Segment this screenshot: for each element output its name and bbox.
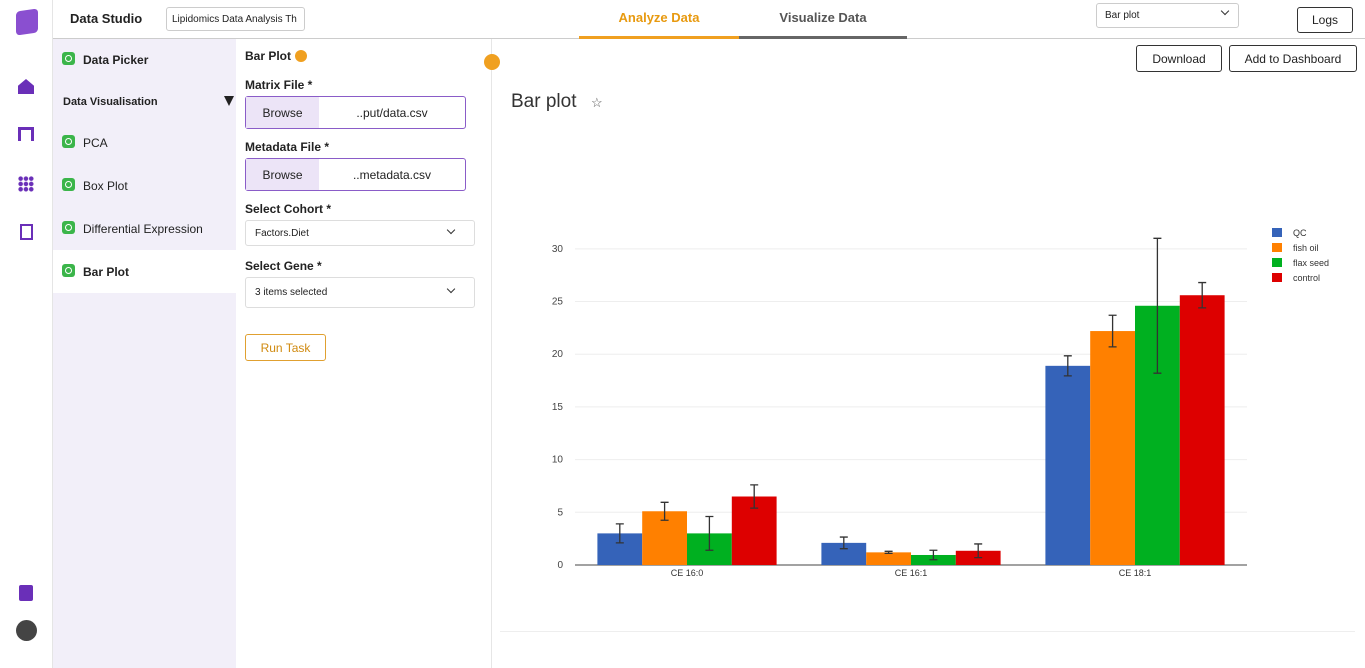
download-button[interactable]: Download [1136, 45, 1222, 72]
bar [1179, 295, 1225, 565]
legend-label: flax seed [1293, 258, 1329, 268]
error-bar [1108, 314, 1117, 348]
sidebar-item[interactable]: Differential Expression [53, 207, 266, 250]
star-icon[interactable]: ☆ [591, 95, 603, 110]
browse-button[interactable]: Browse [246, 97, 319, 128]
file-input[interactable]: Browse ..put/data.csv [245, 96, 466, 129]
sidebar-item[interactable]: Bar Plot [53, 250, 266, 293]
sidebar-label: Box Plot [83, 178, 128, 193]
field-label: Select Cohort * [245, 202, 332, 216]
separator [500, 631, 1355, 632]
legend-swatch [1272, 228, 1282, 237]
y-tick-label: 30 [552, 244, 564, 255]
app-title: Data Studio [70, 11, 143, 26]
sidebar-label: Differential Expression [83, 221, 203, 236]
legend-swatch [1272, 273, 1282, 282]
apps-icon[interactable] [18, 176, 34, 192]
y-tick-label: 20 [552, 349, 564, 360]
y-tick-label: 25 [552, 297, 564, 308]
tab[interactable]: Visualize Data [739, 0, 907, 39]
error-bar [750, 484, 759, 509]
plot-heading: Bar plot [511, 91, 577, 112]
error-bar [660, 501, 669, 521]
field-label: Select Gene * [245, 259, 322, 273]
bar [821, 542, 867, 565]
y-tick-label: 5 [557, 507, 563, 518]
cohort-select[interactable]: Factors.Diet [245, 220, 475, 246]
y-tick-label: 0 [557, 560, 563, 571]
file-input[interactable]: Browse ..metadata.csv [245, 158, 466, 191]
chart: 0 5 10 15 20 25 30 CE 16:0 CE 16:1 CE 18:1 QC fish … [552, 228, 1329, 578]
error-bar [884, 550, 893, 555]
dashboard-button[interactable]: Add to Dashboard [1229, 45, 1357, 72]
error-bar [974, 543, 983, 559]
error-bar [1153, 237, 1162, 374]
tab[interactable]: Analyze Data [579, 0, 739, 39]
logs-button[interactable]: Logs [1297, 7, 1353, 33]
form-title: Bar Plot [245, 49, 292, 63]
sidebar [53, 39, 236, 668]
legend-label: control [1293, 273, 1320, 283]
x-tick-label: CE 16:0 [671, 568, 704, 578]
x-tick-label: CE 16:1 [895, 568, 928, 578]
desk-icon[interactable] [18, 127, 34, 141]
sidebar-label: Bar Plot [83, 264, 130, 279]
resize-handle[interactable] [484, 54, 500, 70]
project-name[interactable]: Lipidomics Data Analysis Th [166, 7, 305, 31]
sidebar-section[interactable]: Data Visualisation [53, 80, 246, 123]
error-bar [615, 523, 624, 544]
bar [866, 552, 911, 565]
error-bar [705, 515, 714, 551]
sidebar-item[interactable]: Data Picker [53, 38, 266, 81]
x-tick-label: CE 18:1 [1119, 568, 1152, 578]
legend-swatch [1272, 258, 1282, 267]
error-bar [929, 549, 938, 561]
sidebar-label: PCA [83, 135, 108, 150]
file-name: ..put/data.csv [356, 105, 428, 120]
browse-button[interactable]: Browse [246, 159, 319, 190]
file-name: ..metadata.csv [352, 167, 432, 182]
caret [224, 96, 234, 106]
user-icon[interactable] [16, 620, 37, 641]
bar [1090, 331, 1135, 565]
error-bar [839, 536, 848, 550]
logo[interactable] [16, 8, 38, 36]
bar [1045, 365, 1091, 565]
run-button[interactable]: Run Task [245, 334, 326, 361]
sidebar-item[interactable]: Box Plot [53, 164, 266, 207]
gene-select[interactable]: 3 items selected [245, 277, 475, 308]
icon-rail [0, 0, 53, 668]
plot-select[interactable]: Bar plot [1096, 3, 1239, 28]
help-icon[interactable] [19, 585, 33, 601]
field-label: Metadata File * [245, 140, 330, 154]
error-bar [1063, 355, 1072, 377]
sidebar-label: Data Picker [83, 52, 149, 67]
error-bar [1198, 281, 1207, 309]
legend-label: fish oil [1293, 243, 1319, 253]
divider [491, 39, 492, 668]
field-label: Matrix File * [245, 78, 313, 92]
y-tick-label: 15 [552, 402, 564, 413]
doc-icon[interactable] [20, 224, 33, 240]
info-icon[interactable] [295, 50, 307, 62]
y-tick-label: 10 [552, 455, 564, 466]
legend-swatch [1272, 243, 1282, 252]
legend-label: QC [1293, 228, 1307, 238]
home-icon[interactable] [18, 79, 34, 94]
sidebar-item[interactable]: PCA [53, 121, 266, 164]
sidebar-label: Data Visualisation [63, 95, 158, 108]
